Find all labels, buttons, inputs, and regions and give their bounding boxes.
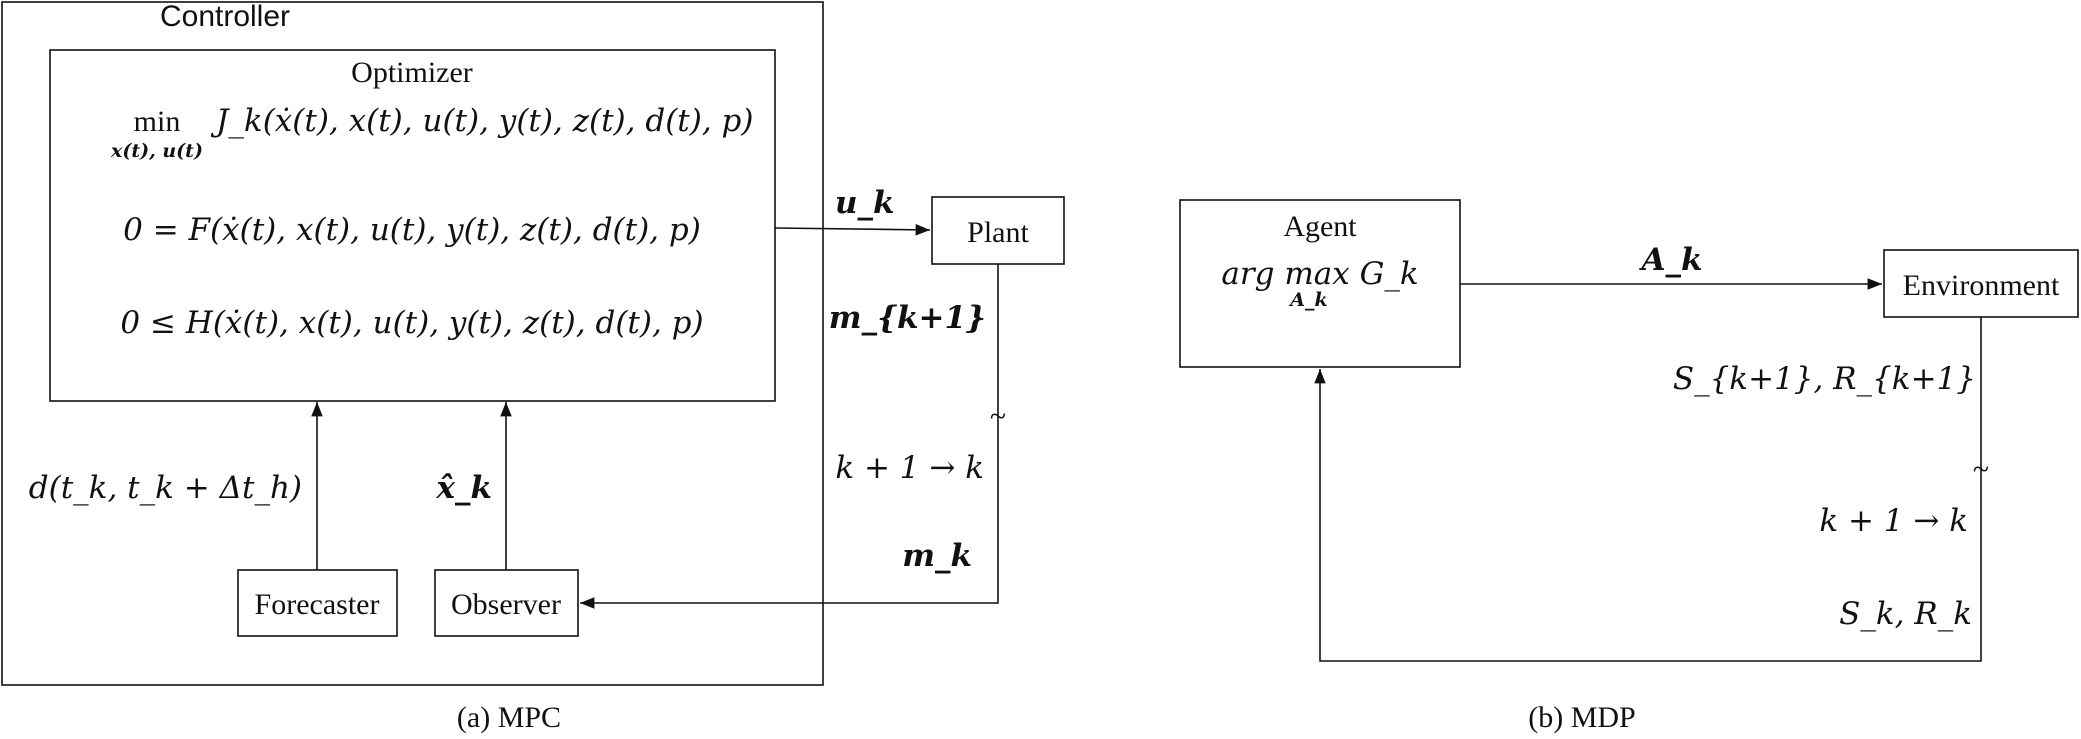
mpc-caption: (a) MPC: [457, 701, 561, 734]
objective-min: min: [134, 105, 181, 138]
agent-objective: arg max G_k: [1221, 256, 1418, 292]
mdp-time-shift-label: k + 1 → k: [1819, 503, 1968, 539]
mdp-caption: (b) MDP: [1528, 701, 1636, 734]
objective-function: J_k(ẋ(t), x(t), u(t), y(t), z(t), d(t), …: [210, 103, 754, 139]
agent-label: Agent: [1283, 210, 1357, 243]
action-signal-label: A_k: [1638, 242, 1702, 278]
observer-label: Observer: [451, 588, 561, 621]
measurement-feedback-line: [580, 264, 999, 609]
mpc-delay-symbol: ~: [990, 400, 1006, 433]
mdp-delay-symbol: ~: [1973, 453, 1989, 486]
state-reward-feedback-line: [1314, 317, 1982, 662]
plant-box: [931, 196, 1065, 265]
optimizer-label: Optimizer: [351, 56, 473, 89]
agent-objective-subscript: A_k: [1288, 289, 1327, 311]
controller-label: Controller: [160, 0, 290, 33]
equality-constraint: 0 = F(ẋ(t), x(t), u(t), y(t), z(t), d(t)…: [123, 212, 701, 248]
objective-min-subscript: x(t), u(t): [110, 140, 203, 162]
state-estimate-label: x̂_k: [436, 470, 492, 506]
forecast-signal-label: d(t_k, t_k + Δt_h): [29, 470, 302, 506]
control-arrow: [774, 224, 931, 236]
forecaster-label: Forecaster: [255, 588, 380, 621]
controller-frame: [1, 1, 824, 686]
next-state-reward-label: S_{k+1}, R_{k+1}: [1673, 361, 1976, 397]
environment-label: Environment: [1903, 269, 2060, 302]
inequality-constraint: 0 ≤ H(ẋ(t), x(t), u(t), y(t), z(t), d(t)…: [120, 305, 703, 341]
plant-label: Plant: [967, 216, 1029, 249]
current-state-reward-label: S_k, R_k: [1839, 596, 1972, 632]
measurement-current-label: m_k: [902, 538, 972, 574]
control-signal-label: u_k: [835, 185, 895, 221]
forecaster-box: [237, 569, 398, 637]
mpc-time-shift-label: k + 1 → k: [835, 450, 984, 486]
measurement-next-label: m_{k+1}: [829, 300, 986, 336]
optimizer-box: [49, 49, 776, 402]
agent-box: [1179, 199, 1461, 368]
